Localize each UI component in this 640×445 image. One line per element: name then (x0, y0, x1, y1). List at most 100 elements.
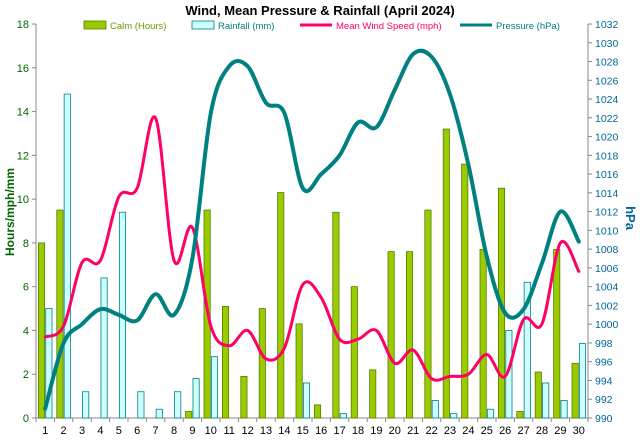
x-tick-label: 28 (536, 425, 548, 437)
y-tick-label-left: 16 (17, 63, 29, 75)
x-tick-label: 3 (79, 425, 85, 437)
y-tick-label-right: 992 (595, 394, 613, 406)
y-tick-label-right: 1008 (595, 244, 619, 256)
y-tick-label-right: 1004 (595, 282, 619, 294)
legend-item: Rainfall (mm) (191, 20, 274, 32)
x-tick-label: 17 (333, 425, 345, 437)
bar-rainfall (302, 382, 311, 419)
bar-calm (369, 369, 377, 419)
bar-calm (350, 286, 358, 419)
y-tick-label-right: 1010 (595, 225, 619, 237)
legend-label: Rainfall (mm) (218, 21, 274, 32)
x-tick-label: 8 (171, 425, 177, 437)
y-tick-label-right: 996 (595, 357, 613, 369)
bar-rainfall (45, 308, 53, 419)
bar-rainfall (210, 356, 219, 419)
x-tick-label: 12 (241, 425, 253, 437)
x-tick-label: 5 (116, 425, 122, 437)
x-tick-label: 4 (97, 425, 103, 437)
x-tick-label: 16 (315, 425, 327, 437)
y-tick-label-right: 1028 (595, 57, 619, 69)
bar-calm (461, 163, 469, 419)
bar-calm (37, 242, 46, 419)
bar-rainfall (542, 382, 550, 419)
y-tick-label-right: 1030 (595, 38, 619, 50)
y-tick-label-right: 1000 (595, 319, 619, 331)
x-tick-label: 14 (278, 425, 290, 437)
y-axis-label-left: Hours/mph/mm (3, 168, 17, 256)
legend-swatch (83, 20, 107, 30)
y-tick-label-right: 1026 (595, 75, 619, 87)
legend-swatch (191, 20, 215, 30)
bar-rainfall (192, 378, 200, 419)
bar-calm (442, 128, 450, 419)
bar-calm (277, 192, 285, 419)
y-tick-label-left: 4 (23, 325, 29, 337)
bar-calm (332, 211, 340, 419)
y-tick-label-right: 998 (595, 338, 613, 350)
legend-item: Calm (Hours) (83, 20, 166, 32)
bar-rainfall (100, 277, 108, 419)
x-tick-label: 6 (134, 425, 140, 437)
y-axis-label-right: hPa (623, 206, 638, 231)
bar-calm (221, 305, 230, 419)
bar-calm (387, 251, 395, 419)
x-tick-label: 22 (425, 425, 437, 437)
legend-item: Mean Wind Speed (mph) (300, 21, 442, 32)
x-tick-label: 7 (153, 425, 159, 437)
bar-calm (240, 376, 248, 419)
bar-rainfall (523, 281, 531, 419)
line-wind-speed (43, 115, 581, 382)
x-tick-label: 10 (205, 425, 217, 437)
bar-calm (424, 209, 432, 419)
x-tick-label: 13 (260, 425, 272, 437)
bar-rainfall (450, 413, 458, 419)
y-tick-label-right: 1012 (595, 207, 619, 219)
y-tick-label-right: 1018 (595, 150, 619, 162)
y-tick-label-left: 8 (23, 238, 29, 250)
x-tick-label: 29 (554, 425, 566, 437)
bar-rainfall (174, 391, 182, 419)
bar-calm (295, 323, 303, 419)
legend-label: Calm (Hours) (110, 21, 166, 32)
y-tick-label-left: 18 (17, 19, 29, 31)
bar-calm (185, 411, 193, 419)
x-tick-label: 19 (370, 425, 382, 437)
x-tick-label: 26 (499, 425, 511, 437)
y-tick-label-right: 1016 (595, 169, 619, 181)
x-tick-label: 18 (352, 425, 364, 437)
y-tick-label-left: 0 (23, 413, 29, 425)
y-tick-label-left: 6 (23, 282, 29, 294)
y-tick-label-left: 10 (17, 194, 29, 206)
bar-rainfall (578, 343, 587, 419)
bar-rainfall (137, 391, 145, 419)
bar-rainfall (63, 93, 71, 419)
bar-rainfall (82, 391, 90, 419)
bar-calm (313, 404, 322, 419)
y-tick-label-right: 1006 (595, 263, 619, 275)
legend: Calm (Hours) Rainfall (mm) Mean Wind Speed… (83, 20, 560, 32)
bar-rainfall (560, 400, 568, 419)
bar-rainfall (155, 408, 163, 419)
y-tick-label-right: 1002 (595, 300, 619, 312)
x-tick-label: 15 (297, 425, 309, 437)
y-tick-label-right: 1022 (595, 113, 619, 125)
bar-calm (534, 371, 542, 419)
bar-calm (56, 209, 64, 419)
bar-rainfall (339, 413, 347, 419)
x-tick-label: 24 (462, 425, 474, 437)
x-tick-label: 25 (481, 425, 493, 437)
y-tick-label-left: 12 (17, 150, 29, 162)
legend-label: Pressure (hPa) (496, 21, 560, 32)
x-tick-label: 30 (573, 425, 585, 437)
x-tick-label: 23 (444, 425, 456, 437)
y-tick-label-right: 1032 (595, 19, 619, 31)
plot-area: 0246810121416189909929949969981000100210… (17, 19, 619, 437)
y-tick-label-right: 990 (595, 413, 613, 425)
bar-calm (553, 249, 561, 419)
y-tick-label-left: 2 (23, 369, 29, 381)
bar-rainfall (486, 408, 495, 419)
x-tick-label: 27 (517, 425, 529, 437)
legend-item: Pressure (hPa) (460, 21, 560, 32)
